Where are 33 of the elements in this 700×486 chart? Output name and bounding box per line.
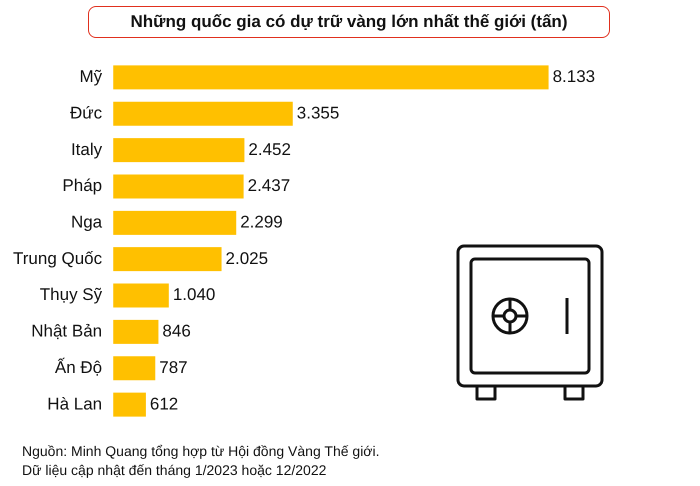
y-tick-label: Nhật Bản — [31, 322, 102, 341]
bar — [113, 320, 158, 344]
data-label: 846 — [162, 322, 191, 341]
y-tick-label: Đức — [70, 103, 103, 122]
bar — [113, 210, 236, 235]
data-label: 2.437 — [248, 176, 290, 196]
y-tick-label: Pháp — [62, 176, 102, 196]
y-tick-label: Nga — [70, 212, 103, 232]
data-label: 1.040 — [172, 285, 216, 304]
bar — [113, 65, 549, 90]
bar — [113, 174, 244, 198]
y-tick-label: Thụy Sỹ — [40, 285, 103, 304]
y-tick-label: Ấn Độ — [54, 356, 102, 377]
bar — [113, 247, 222, 272]
bar — [113, 356, 156, 380]
text: Dữ liệu cập nhật đến tháng 1/2023 hoặc 12/2022 — [22, 461, 328, 480]
data-label: 2.299 — [240, 212, 283, 232]
y-tick-label: Trung Quốc — [12, 248, 103, 268]
data-label: 612 — [150, 394, 178, 414]
bar — [113, 284, 169, 308]
bar — [113, 138, 244, 162]
text: Nguồn: Minh Quang tổng hợp từ Hội đồng Vàng Thế giới. — [22, 442, 380, 461]
y-tick-label: Italy — [70, 140, 103, 159]
data-label: 787 — [159, 358, 188, 377]
data-label: 8.133 — [552, 67, 596, 86]
y-tick-label: Hà Lan — [47, 394, 102, 414]
data-label: 2.452 — [248, 140, 291, 159]
data-label: 3.355 — [296, 103, 340, 122]
chart-title: Những quốc gia có dự trữ vàng lớn nhất thế giới (tấn) — [88, 6, 610, 38]
bar — [113, 392, 146, 417]
y-tick-label: Mỹ — [79, 67, 103, 86]
bar — [113, 102, 293, 126]
data-label: 2.025 — [226, 248, 268, 268]
